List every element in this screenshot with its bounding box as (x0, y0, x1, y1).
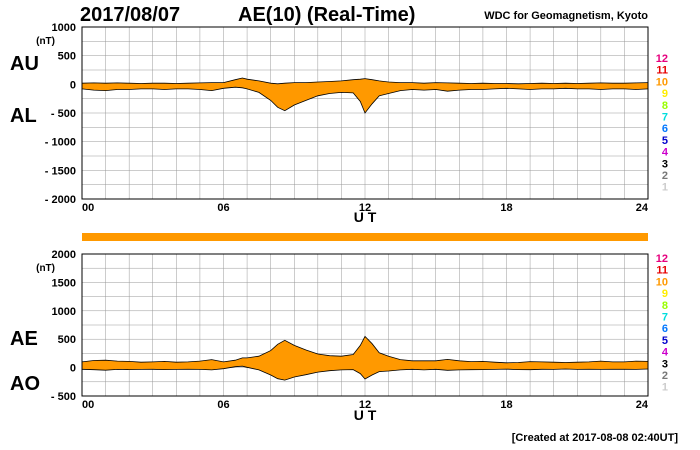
x-tick-label: 06 (217, 202, 229, 214)
y-tick-label: 500 (58, 334, 76, 346)
y-tick-label: - 1500 (45, 165, 76, 177)
lower-series-line (81, 365, 649, 381)
range-fill (82, 78, 648, 113)
y-tick-label: 2000 (52, 249, 76, 261)
station-legend-item: 9 (662, 288, 668, 300)
lower-series-line (81, 86, 649, 114)
y-tick-label: 1500 (52, 277, 76, 289)
x-tick-label: 24 (636, 399, 649, 411)
station-legend-item: 7 (662, 312, 668, 324)
ae-ao-panel: 2000 1500 1000 500 0 - 500 00 06 12 18 24 (nT) AE… (10, 249, 649, 423)
au-al-panel: 1000 500 0 - 500 - 1000 - 1500 - 2000 00 06 12 18… (10, 22, 649, 225)
x-tick-label: 18 (500, 202, 512, 214)
x-tick-label: 12 (359, 202, 371, 214)
data-coverage-bar (82, 233, 648, 241)
station-legend-item: 12 (656, 253, 668, 265)
x-tick-label: 06 (217, 399, 229, 411)
panel-border (81, 253, 649, 397)
data-area (81, 335, 649, 381)
station-legend-item: 4 (662, 347, 669, 359)
station-legend-item: 12 (656, 53, 668, 65)
y-tick-labels: 1000 500 0 - 500 - 1000 - 1500 - 2000 (45, 22, 76, 206)
x-tick-labels: 00 06 12 18 24 (82, 202, 649, 214)
station-legend-item: 3 (662, 358, 668, 370)
chart-title: AE(10) (Real-Time) (238, 4, 416, 26)
organization-label: WDC for Geomagnetism, Kyoto (484, 10, 648, 22)
created-timestamp: [Created at 2017-08-08 02:40UT] (511, 432, 678, 444)
y-tick-label: - 500 (51, 391, 76, 403)
station-legend-item: 1 (662, 382, 668, 394)
station-legend-item: 8 (662, 100, 668, 112)
station-legend-item: 5 (662, 335, 668, 347)
station-legend-item: 1 (662, 182, 668, 194)
y-tick-label: - 500 (51, 108, 76, 120)
y-tick-label: 1000 (52, 22, 76, 34)
y-tick-label: 1000 (52, 306, 76, 318)
y-tick-label: 0 (70, 363, 76, 375)
x-tick-labels: 00 06 12 18 24 (82, 399, 649, 411)
station-legend-item: 3 (662, 158, 668, 170)
x-tick-label: 00 (82, 202, 94, 214)
al-label: AL (10, 105, 37, 127)
ao-label: AO (10, 373, 40, 395)
station-legend-item: 4 (662, 147, 669, 159)
station-legend-item: 2 (662, 170, 668, 182)
au-label: AU (10, 53, 39, 75)
station-legend-item: 11 (656, 65, 668, 77)
y-tick-labels: 2000 1500 1000 500 0 - 500 (51, 249, 76, 403)
x-tick-label: 00 (82, 399, 94, 411)
range-fill (82, 336, 648, 381)
unit-label: (nT) (36, 263, 55, 274)
date-label: 2017/08/07 (80, 4, 181, 26)
x-tick-label: 24 (636, 202, 649, 214)
y-tick-label: - 1000 (45, 137, 76, 149)
station-legend-item: 6 (662, 323, 668, 335)
y-tick-label: 0 (70, 79, 76, 91)
station-legend-item: 9 (662, 88, 668, 100)
station-legend-item: 7 (662, 112, 668, 124)
ae-label: AE (10, 328, 38, 350)
y-tick-label: - 2000 (45, 194, 76, 206)
station-legend-item: 11 (656, 265, 668, 277)
unit-label: (nT) (36, 36, 55, 47)
x-axis-label: U T (354, 209, 377, 225)
upper-series-line (81, 335, 649, 364)
y-tick-label: 500 (58, 51, 76, 63)
station-legend-item: 10 (656, 276, 668, 288)
x-tick-label: 18 (500, 399, 512, 411)
x-axis-label: U T (354, 407, 377, 423)
station-legend-item: 8 (662, 300, 668, 312)
station-legend-item: 5 (662, 135, 668, 147)
data-area (81, 77, 649, 114)
upper-series-line (81, 77, 649, 85)
station-legend-item: 2 (662, 370, 668, 382)
station-legend-item: 10 (656, 76, 668, 88)
x-tick-label: 12 (359, 399, 371, 411)
panel-border (81, 26, 649, 200)
station-legend-item: 6 (662, 123, 668, 135)
